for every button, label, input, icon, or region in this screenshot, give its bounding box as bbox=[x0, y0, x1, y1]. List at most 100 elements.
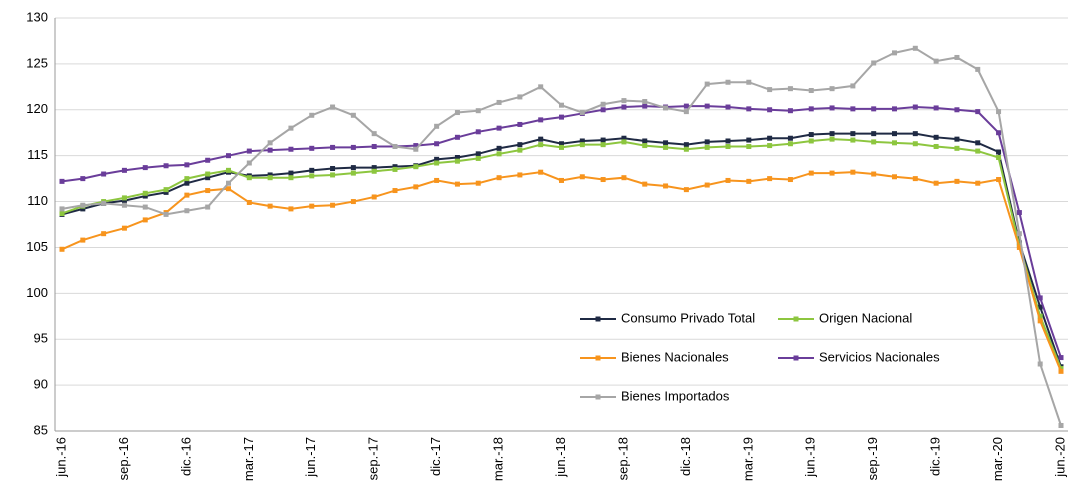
marker bbox=[892, 50, 897, 56]
marker bbox=[538, 84, 544, 90]
marker bbox=[434, 156, 440, 162]
legend-label: Origen Nacional bbox=[819, 310, 912, 325]
legend-marker bbox=[595, 394, 601, 400]
marker bbox=[434, 177, 440, 183]
y-tick-label: 95 bbox=[34, 331, 48, 346]
marker bbox=[933, 143, 939, 149]
marker bbox=[579, 142, 585, 148]
marker bbox=[725, 104, 731, 110]
marker bbox=[142, 204, 148, 210]
marker bbox=[517, 142, 523, 148]
marker bbox=[246, 148, 252, 154]
marker bbox=[642, 143, 648, 149]
marker bbox=[767, 176, 773, 182]
marker bbox=[205, 171, 211, 177]
marker bbox=[600, 137, 606, 143]
marker bbox=[350, 165, 356, 171]
x-tick-label: dic.-17 bbox=[428, 437, 443, 476]
y-tick-label: 115 bbox=[27, 147, 48, 162]
marker bbox=[767, 143, 773, 149]
marker bbox=[975, 109, 981, 115]
marker bbox=[496, 151, 502, 157]
marker bbox=[704, 81, 710, 87]
marker bbox=[600, 101, 606, 107]
marker bbox=[642, 99, 648, 105]
marker bbox=[725, 177, 731, 183]
marker bbox=[267, 172, 273, 178]
marker bbox=[871, 139, 877, 145]
marker bbox=[892, 106, 897, 112]
marker bbox=[725, 138, 731, 144]
marker bbox=[413, 143, 419, 149]
x-tick-label: jun.-18 bbox=[553, 437, 568, 478]
marker bbox=[246, 175, 252, 181]
marker bbox=[309, 203, 315, 209]
legend-label: Bienes Importados bbox=[621, 388, 730, 403]
marker bbox=[621, 104, 627, 110]
marker bbox=[559, 141, 564, 147]
marker bbox=[121, 195, 127, 201]
x-tick-label: sep.-19 bbox=[865, 437, 880, 480]
x-tick-label: mar.-20 bbox=[990, 437, 1005, 481]
marker bbox=[288, 170, 294, 176]
marker bbox=[725, 143, 731, 149]
marker bbox=[933, 134, 939, 140]
marker bbox=[517, 147, 523, 153]
marker bbox=[184, 208, 190, 214]
marker bbox=[683, 187, 689, 193]
marker bbox=[121, 167, 127, 173]
marker bbox=[496, 145, 502, 151]
marker bbox=[1037, 304, 1043, 310]
marker bbox=[392, 166, 398, 172]
marker bbox=[933, 180, 939, 186]
marker bbox=[579, 174, 585, 180]
marker bbox=[59, 210, 65, 216]
marker bbox=[496, 125, 502, 131]
marker bbox=[559, 177, 564, 183]
marker bbox=[829, 86, 835, 92]
marker bbox=[288, 206, 294, 212]
marker bbox=[954, 178, 960, 184]
marker bbox=[1037, 313, 1043, 319]
marker bbox=[517, 121, 523, 127]
marker bbox=[892, 131, 897, 137]
marker bbox=[663, 140, 669, 146]
marker bbox=[309, 167, 315, 173]
marker bbox=[787, 86, 793, 92]
marker bbox=[434, 123, 440, 129]
marker bbox=[142, 193, 148, 199]
y-tick-label: 100 bbox=[26, 285, 48, 300]
x-tick-label: sep.-16 bbox=[116, 437, 131, 480]
marker bbox=[996, 130, 1002, 136]
marker bbox=[59, 206, 65, 212]
marker bbox=[142, 165, 148, 171]
marker bbox=[579, 110, 585, 116]
marker bbox=[475, 151, 481, 157]
marker bbox=[621, 98, 627, 104]
y-tick-label: 130 bbox=[26, 9, 48, 24]
marker bbox=[475, 180, 481, 186]
marker bbox=[600, 177, 606, 183]
marker bbox=[392, 188, 398, 194]
marker bbox=[787, 141, 793, 147]
marker bbox=[350, 144, 356, 150]
x-tick-label: sep.-17 bbox=[366, 437, 381, 480]
marker bbox=[663, 105, 669, 111]
legend-label: Servicios Nacionales bbox=[819, 349, 940, 364]
marker bbox=[1016, 244, 1022, 250]
marker bbox=[350, 199, 356, 205]
marker bbox=[205, 157, 211, 163]
marker bbox=[80, 237, 86, 243]
legend-marker bbox=[595, 355, 601, 361]
marker bbox=[330, 202, 336, 208]
marker bbox=[101, 171, 107, 177]
marker bbox=[621, 135, 627, 141]
marker bbox=[996, 177, 1002, 183]
marker bbox=[954, 54, 960, 60]
y-tick-label: 125 bbox=[26, 55, 48, 70]
marker bbox=[579, 138, 585, 144]
series-line bbox=[61, 138, 1062, 369]
marker bbox=[350, 112, 356, 118]
marker bbox=[434, 141, 440, 147]
